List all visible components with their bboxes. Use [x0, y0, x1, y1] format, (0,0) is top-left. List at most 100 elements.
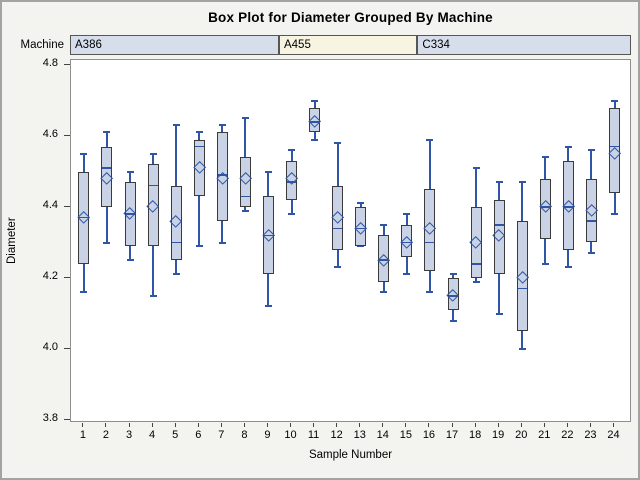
whisker-cap-top: [495, 181, 503, 184]
box: [239, 157, 251, 207]
whisker-cap-bottom: [264, 305, 272, 308]
whisker-cap-top: [564, 145, 572, 148]
x-tick-label: 16: [422, 429, 436, 441]
box: [286, 160, 298, 200]
x-tick-mark: [128, 423, 130, 427]
whisker-cap-top: [334, 142, 342, 145]
whisker-cap-bottom: [311, 138, 319, 141]
x-tick-label: 4: [149, 429, 156, 441]
median-line: [194, 145, 204, 148]
x-tick-label: 24: [607, 429, 620, 441]
whisker-cap-bottom: [103, 241, 111, 244]
x-tick-mark: [497, 423, 499, 427]
chart-title: Box Plot for Diameter Grouped By Machine: [208, 10, 493, 25]
whisker-cap-bottom: [426, 291, 434, 294]
x-tick-mark: [313, 423, 315, 427]
whisker-cap-bottom: [380, 291, 388, 294]
x-tick-label: 18: [468, 429, 482, 441]
x-tick-label: 8: [241, 429, 248, 441]
median-line: [171, 241, 181, 244]
x-tick-mark: [589, 423, 591, 427]
x-tick-mark: [105, 423, 107, 427]
whisker-cap-top: [311, 99, 319, 102]
x-tick-mark: [428, 423, 430, 427]
machine-band: A386 A455 C334: [70, 35, 631, 55]
x-tick-label: 19: [492, 429, 505, 441]
x-tick-label: 22: [561, 429, 574, 441]
whisker-cap-top: [541, 156, 549, 159]
whisker-cap-bottom: [218, 241, 226, 244]
whisker-cap-bottom: [80, 291, 88, 294]
median-line: [471, 263, 481, 265]
x-tick-label: 21: [538, 429, 551, 441]
x-tick-label: 9: [264, 429, 271, 441]
median-line: [402, 241, 412, 244]
median-line: [540, 206, 550, 208]
x-tick-mark: [359, 423, 361, 427]
whisker-cap-top: [611, 99, 618, 102]
box: [101, 146, 113, 207]
whisker-cap-top: [357, 202, 365, 205]
machine-block: C334: [417, 35, 631, 55]
y-tick-mark: [64, 276, 70, 278]
median-line: [517, 287, 527, 290]
x-tick-mark: [243, 423, 245, 427]
median-line: [379, 259, 389, 262]
machine-block: A386: [70, 35, 279, 55]
whisker-cap-bottom: [172, 273, 180, 276]
box: [332, 185, 344, 250]
median-line: [79, 216, 89, 219]
whisker-cap-bottom: [149, 294, 157, 297]
box: [355, 207, 367, 247]
whisker-cap-top: [518, 181, 526, 184]
y-tick-label: 4.0: [42, 341, 58, 353]
median-line: [586, 220, 596, 222]
box: [562, 160, 574, 250]
whisker-cap-top: [426, 138, 434, 141]
whisker-cap-top: [218, 124, 226, 127]
median-line: [425, 241, 435, 244]
whisker-cap-top: [380, 223, 388, 226]
x-tick-label: 12: [330, 429, 343, 441]
whisker-cap-top: [264, 170, 272, 173]
x-tick-label: 3: [125, 429, 133, 441]
box: [539, 178, 551, 239]
y-tick-mark: [64, 418, 70, 420]
x-tick-label: 17: [445, 429, 459, 441]
median-line: [287, 181, 297, 183]
whisker-cap-bottom: [449, 319, 457, 322]
x-tick-mark: [290, 423, 292, 427]
x-tick-mark: [197, 423, 199, 427]
whisker-cap-bottom: [518, 348, 526, 350]
box: [309, 107, 321, 133]
whisker-cap-bottom: [403, 273, 411, 276]
x-tick-label: 15: [399, 429, 412, 441]
y-tick-label: 3.8: [42, 412, 58, 424]
machine-block-label: A455: [283, 39, 311, 51]
y-tick-mark: [64, 134, 70, 136]
whisker-cap-bottom: [495, 312, 503, 315]
y-tick-mark: [64, 63, 70, 65]
y-tick-label: 4.2: [42, 270, 58, 282]
box: [378, 235, 390, 282]
whisker-cap-bottom: [195, 245, 203, 248]
median-line: [356, 227, 366, 230]
median-line: [148, 184, 158, 187]
x-tick-label: 20: [515, 429, 528, 441]
x-tick-label: 5: [172, 429, 179, 441]
whisker-cap-bottom: [611, 213, 618, 216]
x-tick-label: 11: [307, 429, 320, 441]
x-tick-mark: [474, 423, 476, 427]
box: [493, 199, 505, 275]
median-line: [102, 167, 112, 169]
x-tick-label: 10: [284, 429, 297, 441]
machine-block-label: A386: [75, 39, 102, 51]
x-tick-label: 2: [102, 429, 110, 441]
x-tick-mark: [174, 423, 176, 427]
y-tick-label: 4.8: [42, 57, 58, 69]
median-line: [494, 223, 504, 226]
whisker-cap-bottom: [472, 280, 480, 283]
whisker-cap-top: [241, 117, 249, 120]
box: [216, 132, 228, 222]
